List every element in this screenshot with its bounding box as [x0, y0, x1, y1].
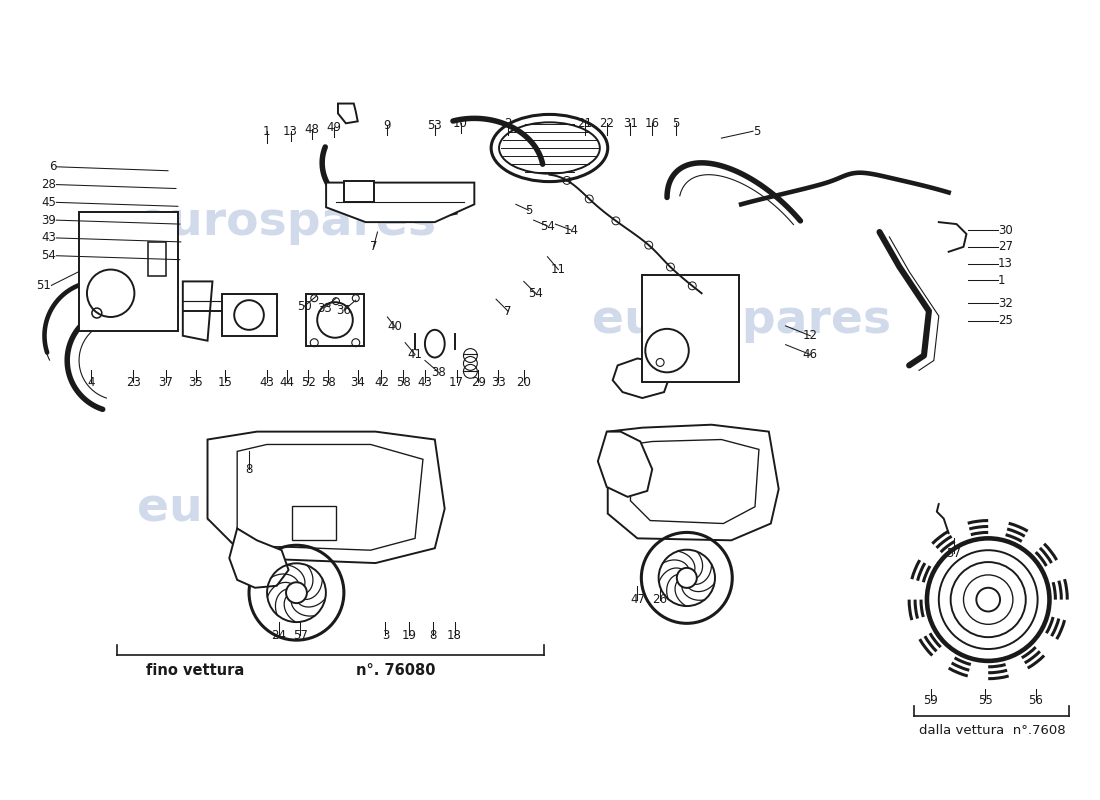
Circle shape — [977, 588, 1000, 611]
Text: eurospares: eurospares — [138, 200, 436, 245]
Text: 38: 38 — [431, 366, 447, 379]
Text: 11: 11 — [551, 263, 565, 276]
Circle shape — [676, 568, 696, 588]
Text: 31: 31 — [623, 117, 638, 130]
Text: 34: 34 — [350, 376, 365, 389]
Text: 8: 8 — [245, 462, 253, 476]
Text: 41: 41 — [407, 348, 422, 361]
Text: 28: 28 — [42, 178, 56, 191]
Text: 22: 22 — [600, 117, 614, 130]
Text: n°. 76080: n°. 76080 — [355, 663, 436, 678]
Text: 14: 14 — [563, 223, 579, 237]
Text: eurospares: eurospares — [138, 486, 436, 531]
Text: 18: 18 — [447, 629, 462, 642]
Text: 51: 51 — [36, 279, 52, 292]
Text: 37: 37 — [158, 376, 174, 389]
Text: 30: 30 — [998, 223, 1013, 237]
Bar — [306, 294, 364, 346]
Text: 54: 54 — [528, 286, 543, 300]
Text: 3: 3 — [382, 629, 389, 642]
Text: 58: 58 — [321, 376, 336, 389]
Bar — [642, 275, 739, 382]
Text: dalla vettura  n°.7608: dalla vettura n°.7608 — [918, 723, 1066, 737]
Text: 7: 7 — [370, 240, 377, 254]
Polygon shape — [238, 445, 424, 550]
Text: eurospares: eurospares — [592, 298, 891, 343]
Bar — [292, 506, 336, 540]
Text: 46: 46 — [803, 348, 817, 361]
Text: 47: 47 — [630, 593, 645, 606]
Text: 57: 57 — [946, 546, 961, 560]
Text: 9: 9 — [384, 118, 392, 132]
Text: 35: 35 — [188, 376, 204, 389]
Text: 2: 2 — [504, 117, 512, 130]
Text: 49: 49 — [327, 121, 341, 134]
Text: 26: 26 — [652, 593, 668, 606]
Bar — [344, 181, 374, 202]
Text: 12: 12 — [803, 330, 817, 342]
Text: 5: 5 — [672, 117, 680, 130]
Text: 54: 54 — [42, 250, 56, 262]
Text: 32: 32 — [998, 297, 1013, 310]
Text: 45: 45 — [42, 196, 56, 209]
Text: 48: 48 — [305, 122, 320, 136]
Text: 1: 1 — [998, 274, 1005, 287]
Text: 40: 40 — [388, 320, 403, 334]
Text: 19: 19 — [402, 629, 417, 642]
Text: 6: 6 — [48, 160, 56, 174]
Polygon shape — [630, 439, 759, 523]
Text: 25: 25 — [998, 314, 1013, 327]
Text: 13: 13 — [998, 257, 1013, 270]
Polygon shape — [598, 432, 652, 497]
Polygon shape — [229, 529, 288, 588]
Text: 53: 53 — [428, 118, 442, 132]
Polygon shape — [938, 222, 967, 252]
Text: 36: 36 — [337, 303, 351, 317]
Polygon shape — [338, 103, 358, 123]
Text: 33: 33 — [317, 302, 331, 314]
Text: 20: 20 — [516, 376, 531, 389]
Text: 44: 44 — [279, 376, 294, 389]
Bar — [79, 212, 178, 331]
Text: 42: 42 — [374, 376, 389, 389]
Text: 50: 50 — [297, 300, 311, 313]
Text: 17: 17 — [449, 376, 464, 389]
Text: 52: 52 — [301, 376, 316, 389]
Text: 57: 57 — [293, 629, 308, 642]
Text: 8: 8 — [429, 629, 437, 642]
Text: 1: 1 — [263, 125, 271, 138]
Text: 5: 5 — [754, 125, 760, 138]
Text: 7: 7 — [504, 305, 512, 318]
Text: 15: 15 — [218, 376, 233, 389]
Bar — [222, 294, 277, 336]
Text: 21: 21 — [578, 117, 593, 130]
Text: 54: 54 — [540, 219, 554, 233]
Text: 59: 59 — [924, 694, 938, 707]
Polygon shape — [613, 358, 670, 398]
Text: 24: 24 — [272, 629, 286, 642]
Text: 56: 56 — [1028, 694, 1043, 707]
Text: 13: 13 — [283, 125, 298, 138]
Polygon shape — [208, 432, 444, 563]
Text: 43: 43 — [42, 231, 56, 245]
Bar — [148, 242, 166, 277]
Polygon shape — [607, 425, 779, 540]
Text: 23: 23 — [126, 376, 141, 389]
Text: 33: 33 — [491, 376, 505, 389]
Text: 43: 43 — [260, 376, 274, 389]
Text: 58: 58 — [396, 376, 410, 389]
Text: fino vettura: fino vettura — [146, 663, 244, 678]
Text: 16: 16 — [645, 117, 660, 130]
Text: 39: 39 — [42, 214, 56, 226]
Text: 4: 4 — [87, 376, 95, 389]
Polygon shape — [183, 282, 212, 341]
Text: 29: 29 — [471, 376, 486, 389]
Text: 43: 43 — [418, 376, 432, 389]
Polygon shape — [326, 182, 474, 222]
Text: 10: 10 — [453, 117, 468, 130]
Text: 55: 55 — [978, 694, 992, 707]
Text: 27: 27 — [998, 240, 1013, 254]
Circle shape — [286, 582, 307, 603]
Text: 5: 5 — [525, 204, 532, 217]
